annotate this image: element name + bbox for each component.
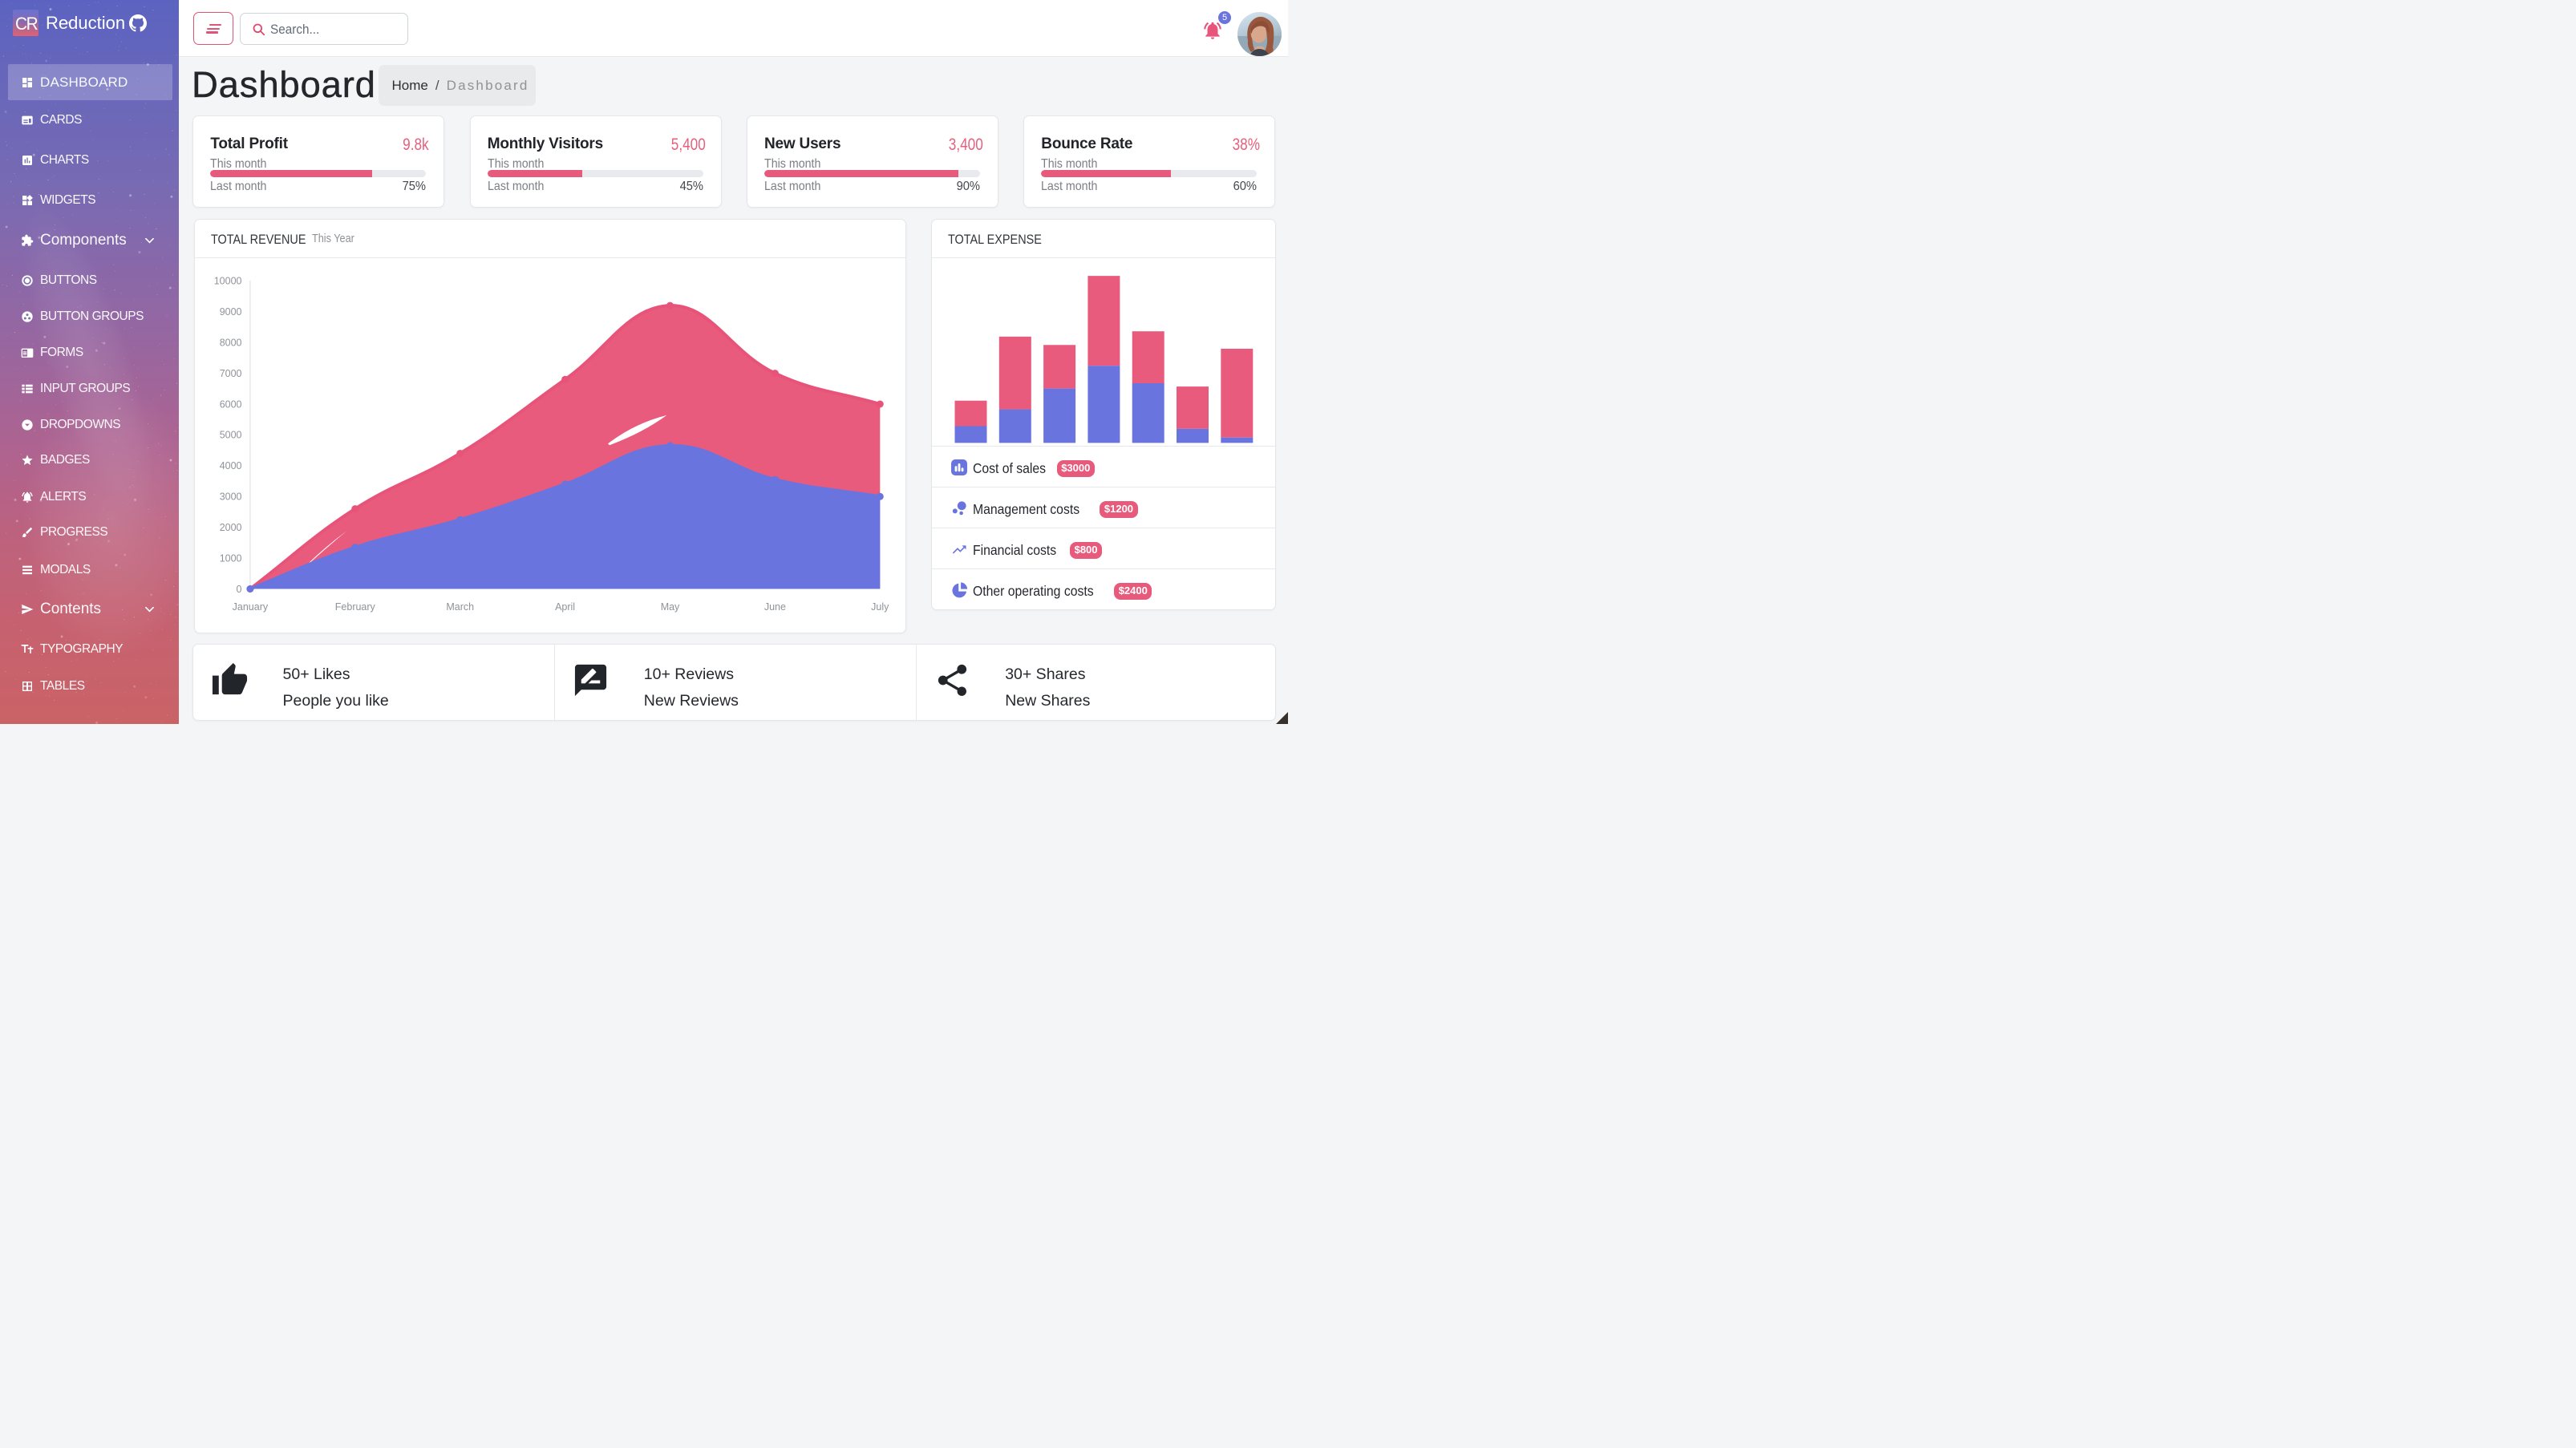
svg-text:0: 0	[236, 583, 241, 594]
svg-text:2000: 2000	[219, 522, 241, 533]
svg-text:May: May	[660, 601, 679, 613]
svg-text:1000: 1000	[219, 552, 241, 564]
svg-text:10000: 10000	[213, 275, 241, 286]
svg-text:January: January	[232, 601, 268, 613]
svg-text:July: July	[871, 601, 889, 613]
svg-text:9000: 9000	[219, 306, 241, 318]
svg-text:3000: 3000	[219, 491, 241, 502]
svg-text:February: February	[334, 601, 375, 613]
svg-text:4000: 4000	[219, 460, 241, 471]
svg-text:June: June	[763, 601, 785, 613]
svg-text:8000: 8000	[219, 337, 241, 348]
svg-text:5000: 5000	[219, 429, 241, 440]
svg-text:April: April	[555, 601, 575, 613]
svg-text:7000: 7000	[219, 367, 241, 378]
svg-text:March: March	[446, 601, 474, 613]
svg-text:6000: 6000	[219, 398, 241, 410]
